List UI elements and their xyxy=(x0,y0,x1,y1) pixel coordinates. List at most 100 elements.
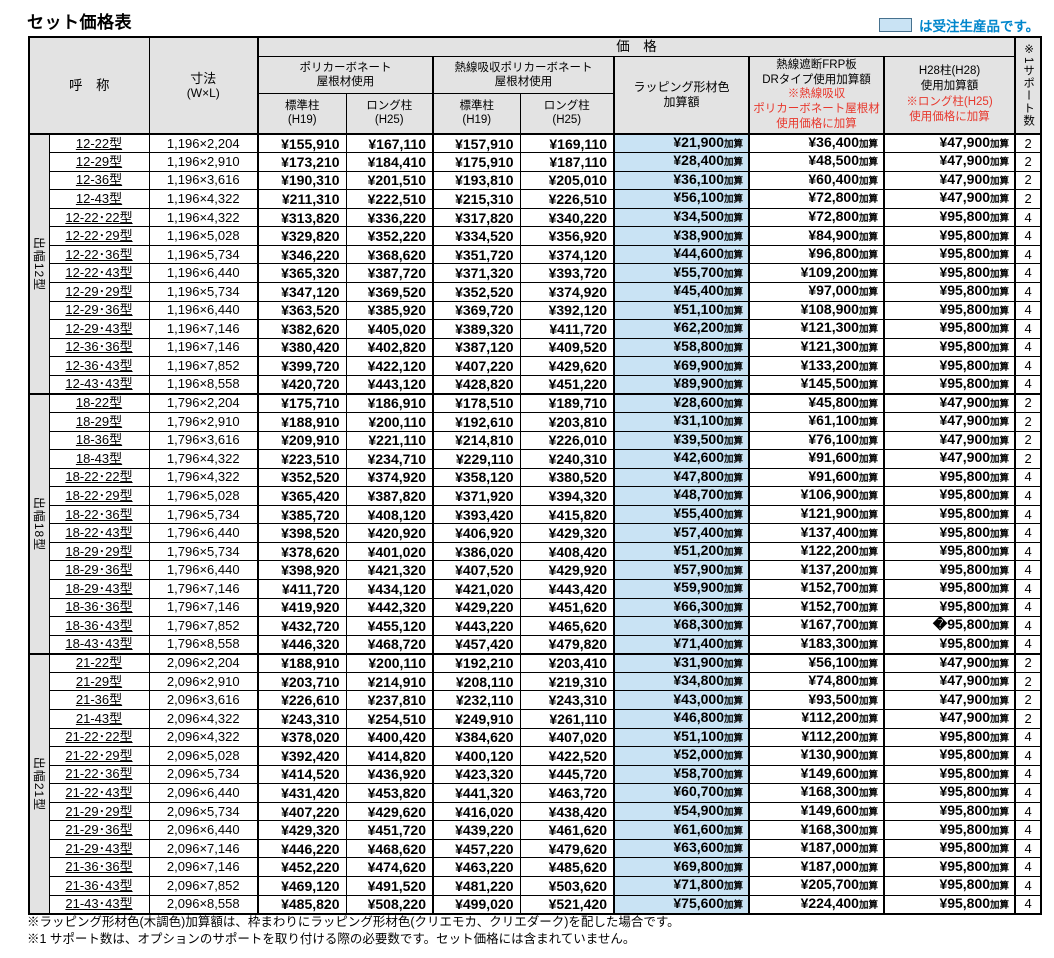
kasan-suffix: 加算 xyxy=(723,398,743,410)
h28-addition: ¥95,800加算 xyxy=(882,560,1016,580)
frp-addition: ¥187,000加算 xyxy=(748,857,885,877)
price-poly-long: ¥442,320 xyxy=(345,597,434,618)
wrapping-addition: ¥57,400加算 xyxy=(613,523,750,543)
kasan-suffix: 加算 xyxy=(723,139,743,151)
table-row: 出幅21型 21-22型 2,096×2,204 ¥188,910 ¥200,110 ¥1… xyxy=(28,652,1042,915)
frp-addition: ¥149,600加算 xyxy=(748,764,885,785)
support-count: 4 xyxy=(1014,597,1042,618)
price-poly-standard: ¥385,720 xyxy=(257,504,347,525)
table-row: 12-36･36型 1,196×7,146 ¥380,420 ¥402,820 ¥387… xyxy=(29,337,1042,358)
price-poly-long: ¥387,820 xyxy=(345,486,434,506)
kasan-suffix: 加算 xyxy=(990,769,1010,781)
kasan-suffix: 加算 xyxy=(858,881,878,893)
price-poly-standard: ¥485,820 xyxy=(257,894,347,915)
name-cell: 21-43型 xyxy=(48,708,150,729)
name-cell: 21-36･43型 xyxy=(48,876,150,896)
price-poly-standard: ¥329,820 xyxy=(257,226,347,246)
price-poly-standard: ¥446,220 xyxy=(257,838,347,859)
price-poly-standard: ¥352,520 xyxy=(257,467,347,488)
frp-addition: ¥168,300加算 xyxy=(748,783,885,803)
kasan-suffix: 加算 xyxy=(858,139,878,151)
frp-addition: ¥61,100加算 xyxy=(748,411,885,432)
kasan-suffix: 加算 xyxy=(858,435,878,447)
name-cell: 12-36型 xyxy=(48,170,150,191)
price-heat-long: ¥411,720 xyxy=(519,319,615,339)
price-heat-long: ¥203,810 xyxy=(519,411,615,432)
price-poly-standard: ¥363,520 xyxy=(257,300,347,321)
wrapping-addition: ¥57,900加算 xyxy=(613,560,750,580)
kasan-suffix: 加算 xyxy=(990,342,1010,354)
kasan-suffix: 加算 xyxy=(858,194,878,206)
kasan-suffix: 加算 xyxy=(858,157,878,169)
price-heat-standard: ¥351,720 xyxy=(432,244,521,265)
table-row: 12-29型 1,196×2,910 ¥173,210 ¥184,410 ¥175,91… xyxy=(29,152,1042,172)
kasan-suffix: 加算 xyxy=(858,677,878,689)
price-heat-standard: ¥463,220 xyxy=(432,857,521,877)
support-count: 4 xyxy=(1014,857,1042,877)
kasan-suffix: 加算 xyxy=(990,194,1010,206)
support-count: 2 xyxy=(1014,392,1042,413)
kasan-suffix: 加算 xyxy=(858,732,878,744)
header-frp-addition: 熱線遮断FRP板 DRタイプ使用加算額 ※熱線吸収 ポリカーボネート屋根材 使用… xyxy=(748,55,885,135)
kasan-suffix: 加算 xyxy=(858,621,878,633)
price-poly-standard: ¥223,510 xyxy=(257,449,347,469)
kasan-suffix: 加算 xyxy=(858,379,878,391)
price-poly-standard: ¥469,120 xyxy=(257,876,347,896)
wrapping-addition: ¥61,600加算 xyxy=(613,820,750,840)
header-name: 呼 称 xyxy=(28,36,150,135)
price-table-body: 出幅12型 12-22型 1,196×2,204 ¥155,910 ¥167,110 ¥1… xyxy=(28,133,1042,915)
price-poly-long: ¥201,510 xyxy=(345,170,434,191)
price-poly-long: ¥400,420 xyxy=(345,727,434,748)
size-cell: 2,096×8,558 xyxy=(148,894,259,915)
table-row: 18-22･43型 1,796×6,440 ¥398,520 ¥420,920 ¥406… xyxy=(29,523,1042,543)
price-heat-standard: ¥481,220 xyxy=(432,876,521,896)
name-cell: 12-43･43型 xyxy=(48,374,150,395)
table-row: 12-29･43型 1,196×7,146 ¥382,620 ¥405,020 ¥389… xyxy=(29,319,1042,339)
name-cell: 21-22･29型 xyxy=(48,746,150,766)
price-poly-long: ¥474,620 xyxy=(345,857,434,877)
table-row: 21-22･43型 2,096×6,440 ¥431,420 ¥453,820 ¥441… xyxy=(29,783,1042,803)
table-row: 21-43･43型 2,096×8,558 ¥485,820 ¥508,220 ¥499… xyxy=(29,894,1042,915)
kasan-suffix: 加算 xyxy=(723,491,743,503)
size-cell: 1,196×4,322 xyxy=(148,207,259,228)
frp-addition: ¥76,100加算 xyxy=(748,430,885,451)
frp-addition: ¥152,700加算 xyxy=(748,579,885,599)
name-cell: 21-22･43型 xyxy=(48,783,150,803)
h28-addition: ¥95,800加算 xyxy=(882,244,1016,265)
kasan-suffix: 加算 xyxy=(723,899,743,911)
kasan-suffix: 加算 xyxy=(990,695,1010,707)
price-poly-long: ¥422,120 xyxy=(345,356,434,376)
price-poly-standard: ¥382,620 xyxy=(257,319,347,339)
header-polycarbonate: ポリカーボネート 屋根材使用 xyxy=(257,55,434,94)
kasan-suffix: 加算 xyxy=(990,658,1010,670)
price-poly-long: ¥405,020 xyxy=(345,319,434,339)
price-poly-long: ¥234,710 xyxy=(345,449,434,469)
name-cell: 12-29型 xyxy=(48,152,150,172)
support-count: 4 xyxy=(1014,226,1042,246)
header-long-post-2: ロング柱 (H25) xyxy=(519,92,615,135)
size-cell: 2,096×3,616 xyxy=(148,690,259,710)
size-cell: 1,796×7,146 xyxy=(148,597,259,618)
price-heat-standard: ¥386,020 xyxy=(432,541,521,562)
table-row: 12-36･43型 1,196×7,852 ¥399,720 ¥422,120 ¥407… xyxy=(29,356,1042,376)
support-count: 4 xyxy=(1014,282,1042,302)
kasan-suffix: 加算 xyxy=(858,250,878,262)
price-heat-standard: ¥428,820 xyxy=(432,374,521,395)
name-cell: 18-22型 xyxy=(48,392,150,413)
kasan-suffix: 加算 xyxy=(858,639,878,651)
header-standard-post-2: 標準柱 (H19) xyxy=(432,92,521,135)
wrapping-addition: ¥34,500加算 xyxy=(613,207,750,228)
price-heat-standard: ¥192,610 xyxy=(432,411,521,432)
kasan-suffix: 加算 xyxy=(990,677,1010,689)
kasan-suffix: 加算 xyxy=(858,695,878,707)
frp-addition: ¥91,600加算 xyxy=(748,467,885,488)
kasan-suffix: 加算 xyxy=(990,528,1010,540)
wrapping-addition: ¥55,700加算 xyxy=(613,263,750,283)
price-heat-standard: ¥389,320 xyxy=(432,319,521,339)
price-heat-standard: ¥443,220 xyxy=(432,616,521,636)
header-size: 寸法 (W×L) xyxy=(148,36,259,135)
price-heat-standard: ¥371,320 xyxy=(432,263,521,283)
kasan-suffix: 加算 xyxy=(858,547,878,559)
frp-addition: ¥108,900加算 xyxy=(748,300,885,321)
price-poly-long: ¥401,020 xyxy=(345,541,434,562)
